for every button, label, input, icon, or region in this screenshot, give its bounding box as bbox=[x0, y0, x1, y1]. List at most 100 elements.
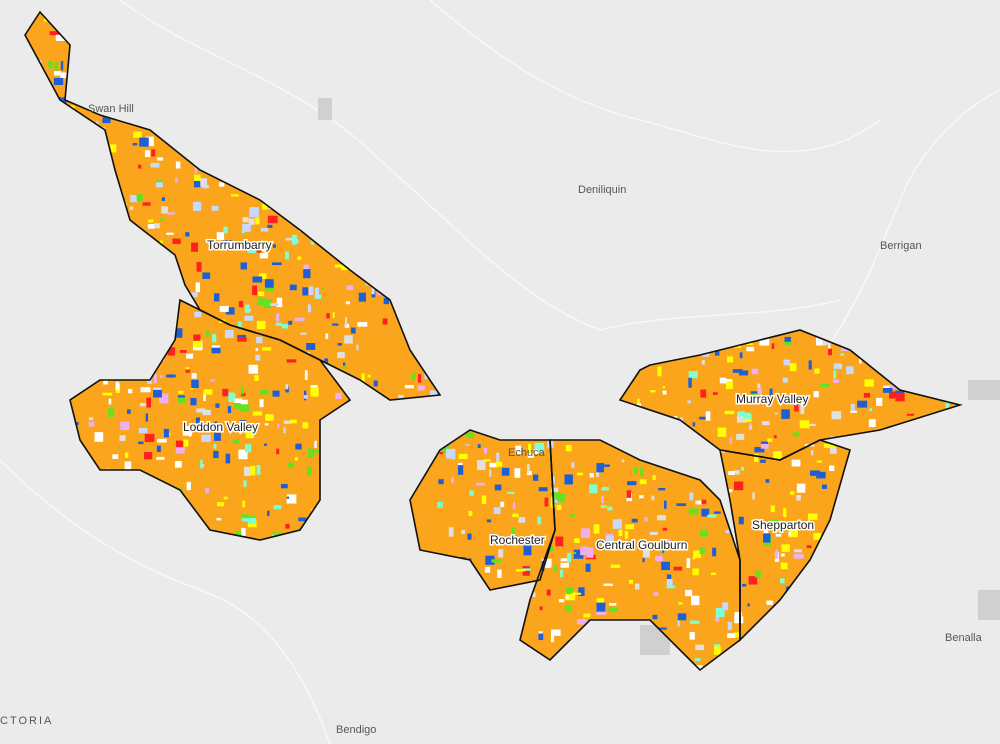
land-patch bbox=[578, 587, 585, 597]
land-patch bbox=[727, 356, 734, 363]
land-patch bbox=[685, 589, 693, 597]
land-patch bbox=[485, 555, 495, 565]
land-patch bbox=[779, 578, 785, 584]
land-patch bbox=[560, 558, 568, 562]
land-patch bbox=[749, 423, 752, 427]
land-patch bbox=[512, 502, 516, 510]
land-patch bbox=[589, 473, 594, 478]
land-patch bbox=[618, 529, 623, 537]
land-patch bbox=[382, 318, 388, 325]
land-patch bbox=[573, 549, 584, 559]
land-patch bbox=[260, 248, 267, 253]
land-patch bbox=[156, 456, 165, 460]
land-patch bbox=[560, 569, 564, 578]
land-patch bbox=[738, 516, 744, 525]
land-patch bbox=[767, 438, 773, 442]
land-patch bbox=[145, 136, 154, 147]
land-patch bbox=[715, 616, 720, 622]
land-patch bbox=[234, 398, 242, 404]
land-patch bbox=[190, 386, 193, 390]
land-patch bbox=[593, 524, 600, 534]
land-patch bbox=[756, 399, 766, 403]
land-patch bbox=[144, 433, 155, 443]
land-patch bbox=[791, 459, 801, 467]
land-patch bbox=[661, 561, 670, 571]
land-patch bbox=[666, 574, 672, 581]
land-patch bbox=[693, 550, 702, 558]
place-label: Berrigan bbox=[880, 240, 922, 252]
land-patch bbox=[303, 264, 310, 272]
land-patch bbox=[551, 476, 555, 486]
land-patch bbox=[345, 317, 348, 327]
land-patch bbox=[550, 633, 555, 643]
land-patch bbox=[467, 533, 472, 540]
land-patch bbox=[237, 321, 242, 328]
land-patch bbox=[138, 427, 148, 434]
land-patch bbox=[658, 627, 667, 630]
land-patch bbox=[186, 481, 192, 491]
land-patch bbox=[515, 445, 522, 455]
land-patch bbox=[794, 403, 799, 412]
land-patch bbox=[796, 494, 801, 501]
land-patch bbox=[573, 551, 577, 554]
land-patch bbox=[185, 367, 190, 370]
land-patch bbox=[191, 379, 199, 389]
land-patch bbox=[688, 371, 698, 379]
land-patch bbox=[237, 337, 247, 342]
land-patch bbox=[175, 445, 185, 454]
land-patch bbox=[147, 224, 155, 229]
land-patch bbox=[889, 391, 899, 399]
land-patch bbox=[538, 633, 544, 641]
land-patch bbox=[461, 529, 466, 534]
land-patch bbox=[846, 366, 854, 375]
land-patch bbox=[527, 452, 535, 458]
land-patch bbox=[564, 474, 573, 485]
land-patch bbox=[163, 428, 169, 438]
land-patch bbox=[550, 496, 554, 506]
land-patch bbox=[194, 311, 202, 318]
land-patch bbox=[859, 357, 862, 364]
land-patch bbox=[493, 507, 501, 514]
land-patch bbox=[249, 207, 259, 218]
land-patch bbox=[816, 460, 823, 463]
land-patch bbox=[565, 445, 572, 452]
land-patch bbox=[325, 333, 329, 339]
land-patch bbox=[437, 501, 443, 508]
land-patch bbox=[741, 583, 747, 587]
land-patch bbox=[237, 334, 246, 339]
land-patch bbox=[565, 586, 574, 594]
land-patch bbox=[258, 291, 265, 297]
land-patch bbox=[719, 377, 727, 384]
land-patch bbox=[144, 150, 151, 158]
land-patch bbox=[239, 420, 247, 427]
land-patch bbox=[734, 616, 744, 624]
land-patch bbox=[692, 568, 699, 576]
land-patch bbox=[793, 553, 804, 559]
land-patch bbox=[763, 533, 771, 543]
land-patch bbox=[782, 521, 791, 529]
land-patch bbox=[342, 364, 347, 369]
land-patch bbox=[324, 358, 329, 366]
land-patch bbox=[244, 444, 252, 453]
land-patch bbox=[699, 547, 706, 555]
land-patch bbox=[217, 502, 225, 507]
land-patch bbox=[557, 493, 566, 503]
land-patch bbox=[145, 413, 149, 422]
land-patch bbox=[241, 527, 246, 538]
land-patch bbox=[483, 447, 488, 454]
land-patch bbox=[729, 437, 732, 444]
land-patch bbox=[945, 399, 950, 408]
land-patch bbox=[156, 182, 163, 188]
land-patch bbox=[577, 472, 584, 476]
land-patch bbox=[774, 412, 778, 415]
land-patch bbox=[534, 449, 539, 455]
land-patch bbox=[556, 504, 562, 511]
land-patch bbox=[760, 459, 766, 463]
land-patch bbox=[666, 578, 673, 587]
land-patch bbox=[695, 644, 705, 651]
land-patch bbox=[500, 501, 505, 508]
land-patch bbox=[206, 330, 210, 337]
land-patch bbox=[677, 613, 687, 621]
land-patch bbox=[736, 433, 745, 440]
land-patch bbox=[644, 516, 648, 522]
